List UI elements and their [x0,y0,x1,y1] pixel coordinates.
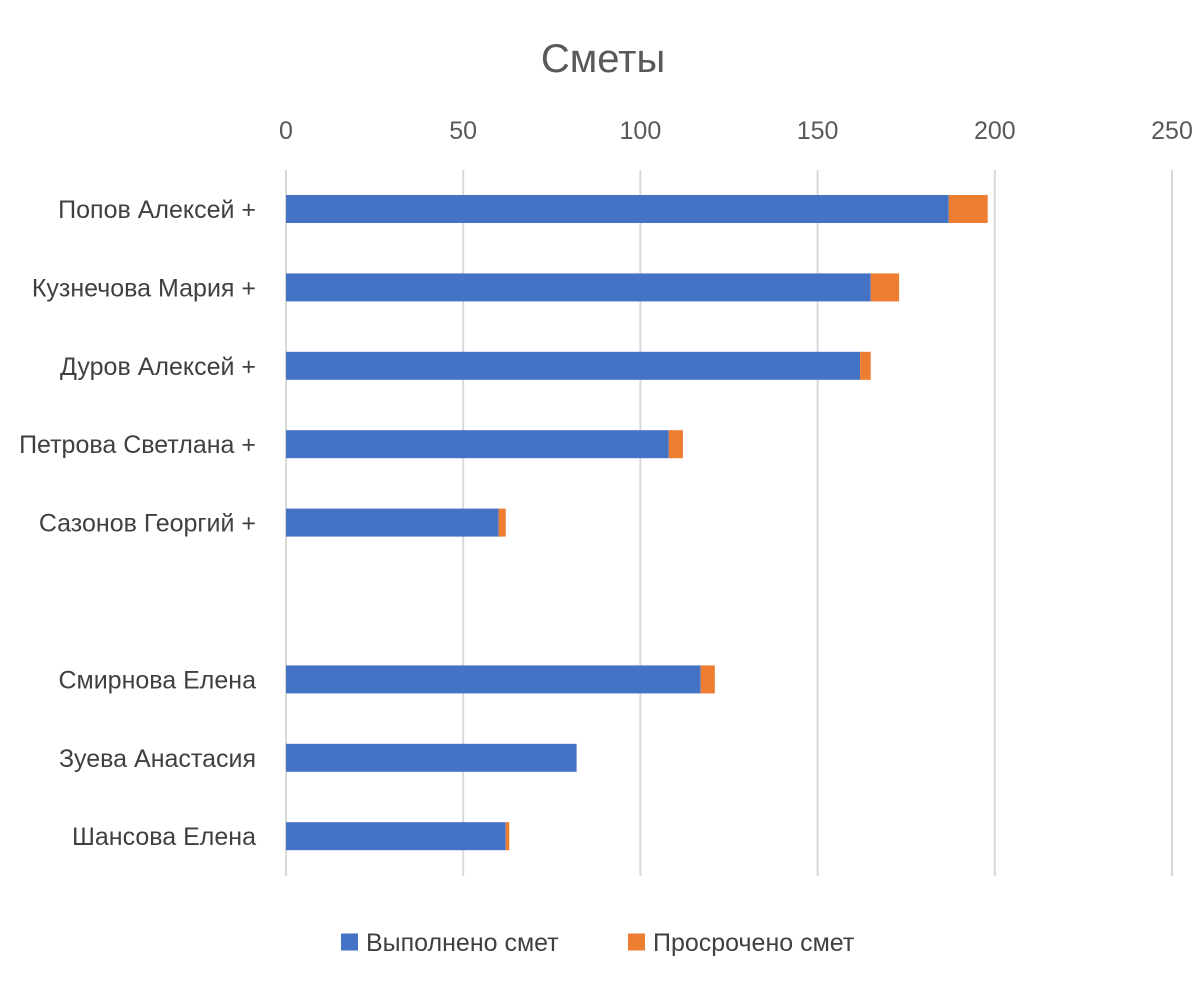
legend-swatch-completed [341,933,358,951]
x-tick-label: 0 [279,117,293,145]
category-labels: Попов Алексей + Кузнечова Мария + Дуров Ал… [19,196,256,851]
bar-segment-completed [286,665,701,694]
bar-segment-overdue [505,822,510,851]
bar-segment-completed [286,430,669,459]
x-axis-tick-labels: 0 50 100 150 200 250 [279,117,1193,145]
bar-segment-overdue [870,273,900,302]
category-label: Зуева Анастасия [59,745,256,773]
category-label: Сазонов Георгий + [39,510,256,538]
bar-segment-completed [286,273,871,302]
category-label: Кузнечова Мария + [32,274,256,302]
bar-segment-overdue [860,351,871,380]
chart-title: Сметы [541,37,665,81]
legend-label: Выполнено смет [366,929,559,957]
legend: Выполнено смет Просрочено смет [341,929,855,957]
x-tick-label: 100 [620,117,662,145]
bar-segment-completed [286,508,499,537]
bar-segment-completed [286,195,949,223]
bar-segment-completed [286,822,506,851]
category-label: Дуров Алексей + [60,353,256,381]
x-tick-label: 150 [797,117,839,145]
bars [286,195,988,851]
category-label: Попов Алексей + [58,196,256,224]
bar-segment-overdue [668,430,683,459]
x-tick-label: 200 [974,117,1016,145]
category-label: Шансова Елена [72,823,256,851]
category-label: Петрова Светлана + [19,431,256,459]
bar-segment-overdue [948,195,988,223]
x-tick-label: 250 [1151,117,1193,145]
legend-label: Просрочено смет [653,929,855,957]
bar-segment-overdue [700,665,715,694]
x-tick-label: 50 [449,117,477,145]
legend-swatch-overdue [628,933,645,951]
bar-segment-completed [286,351,861,380]
category-label: Смирнова Елена [58,666,256,694]
bar-segment-overdue [498,508,506,537]
bar-segment-completed [286,743,577,772]
